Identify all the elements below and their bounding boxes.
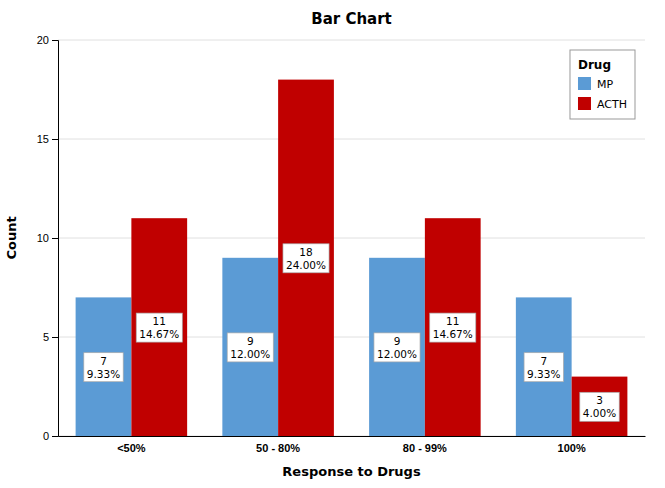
bar — [222, 258, 278, 436]
legend-item: MP — [578, 77, 613, 91]
bar — [425, 218, 481, 436]
label-value: 11 — [153, 315, 166, 327]
tick: 0 — [43, 430, 58, 442]
label-value: 11 — [446, 315, 459, 327]
grid-line — [58, 40, 645, 41]
tick: 20 — [37, 34, 58, 46]
tick-label: <50% — [117, 442, 146, 454]
tick: 80 - 99% — [403, 442, 447, 454]
data-label: 912.00% — [374, 333, 420, 362]
label-text: 1114.67% — [139, 315, 179, 340]
data-label: 34.00% — [580, 392, 619, 421]
tick-label: 5 — [43, 331, 49, 343]
bar — [131, 218, 187, 436]
label-percent: 12.00% — [377, 348, 417, 360]
grid — [58, 40, 645, 436]
bar — [516, 297, 572, 436]
data-labels: 79.33%912.00%912.00%79.33%1114.67%1824.0… — [84, 244, 619, 421]
label-text: 79.33% — [527, 355, 560, 380]
y-axis-title: Count — [4, 216, 19, 259]
label-percent: 14.67% — [139, 328, 179, 340]
tick: 15 — [37, 133, 58, 145]
x-axis: <50% 50 - 80% 80 - 99% 100% — [59, 437, 646, 454]
tick-label: 80 - 99% — [403, 442, 447, 454]
label-value: 3 — [596, 394, 603, 406]
tick-label: 100% — [558, 442, 586, 454]
data-label: 1114.67% — [430, 313, 476, 342]
label-box — [227, 333, 273, 362]
legend-frame — [570, 50, 635, 119]
bar — [572, 377, 628, 436]
label-box — [374, 333, 420, 362]
tick-label: 10 — [37, 232, 49, 244]
tick: 50 - 80% — [256, 442, 300, 454]
bar — [76, 297, 132, 436]
label-value: 18 — [299, 246, 312, 258]
chart: 05101520<50%50 - 80%80 - 99%100%79.33%91… — [0, 0, 665, 488]
label-percent: 14.67% — [433, 328, 473, 340]
axis-line — [59, 436, 646, 437]
label-text: 1824.00% — [286, 246, 326, 271]
y-axis: 0 5 10 15 20 — [37, 34, 59, 442]
label-percent: 4.00% — [583, 407, 616, 419]
bar — [369, 258, 425, 436]
label-value: 9 — [394, 335, 401, 347]
data-label: 79.33% — [84, 353, 123, 382]
legend-swatch — [578, 97, 591, 110]
data-label: 79.33% — [524, 353, 563, 382]
label-box — [580, 392, 619, 421]
bar — [278, 80, 334, 436]
legend-item: ACTH — [578, 97, 627, 111]
tick-label: 15 — [37, 133, 49, 145]
data-label: 1824.00% — [283, 244, 329, 273]
tick-mark — [52, 139, 58, 140]
label-text: 1114.67% — [433, 315, 473, 340]
label-value: 7 — [540, 355, 547, 367]
label-box — [136, 313, 182, 342]
label-box — [84, 353, 123, 382]
legend-swatch — [578, 77, 591, 90]
tick-label: 50 - 80% — [256, 442, 300, 454]
label-percent: 9.33% — [527, 368, 560, 380]
legend-label: MP — [597, 78, 613, 91]
tick-mark — [52, 40, 58, 41]
tick-mark — [52, 436, 58, 437]
title: Bar Chart — [311, 10, 392, 28]
grid-line — [58, 139, 645, 140]
legend-label: ACTH — [597, 98, 627, 111]
label-box — [524, 353, 563, 382]
bars — [76, 80, 628, 436]
label-text: 912.00% — [377, 335, 417, 360]
label-text: 912.00% — [230, 335, 270, 360]
label-percent: 24.00% — [286, 259, 326, 271]
tick-label: 20 — [37, 34, 49, 46]
plot: 05101520<50%50 - 80%80 - 99%100%79.33%91… — [37, 34, 646, 454]
tick: <50% — [117, 442, 146, 454]
tick-mark — [52, 337, 58, 338]
tick: 10 — [37, 232, 58, 244]
label-percent: 12.00% — [230, 348, 270, 360]
axis-line — [52, 41, 59, 437]
legend-title: Drug — [578, 58, 611, 72]
label-value: 9 — [247, 335, 254, 347]
label-text: 79.33% — [87, 355, 120, 380]
x-axis-title: Response to Drugs — [282, 464, 421, 479]
legend: Drug MP ACTH — [570, 50, 635, 119]
label-text: 34.00% — [583, 394, 616, 419]
tick-mark — [52, 238, 58, 239]
data-label: 912.00% — [227, 333, 273, 362]
label-percent: 9.33% — [87, 368, 120, 380]
data-label: 1114.67% — [136, 313, 182, 342]
label-box — [430, 313, 476, 342]
tick: 5 — [43, 331, 58, 343]
label-value: 7 — [100, 355, 107, 367]
tick: 100% — [558, 442, 586, 454]
tick-label: 0 — [43, 430, 49, 442]
label-box — [283, 244, 329, 273]
